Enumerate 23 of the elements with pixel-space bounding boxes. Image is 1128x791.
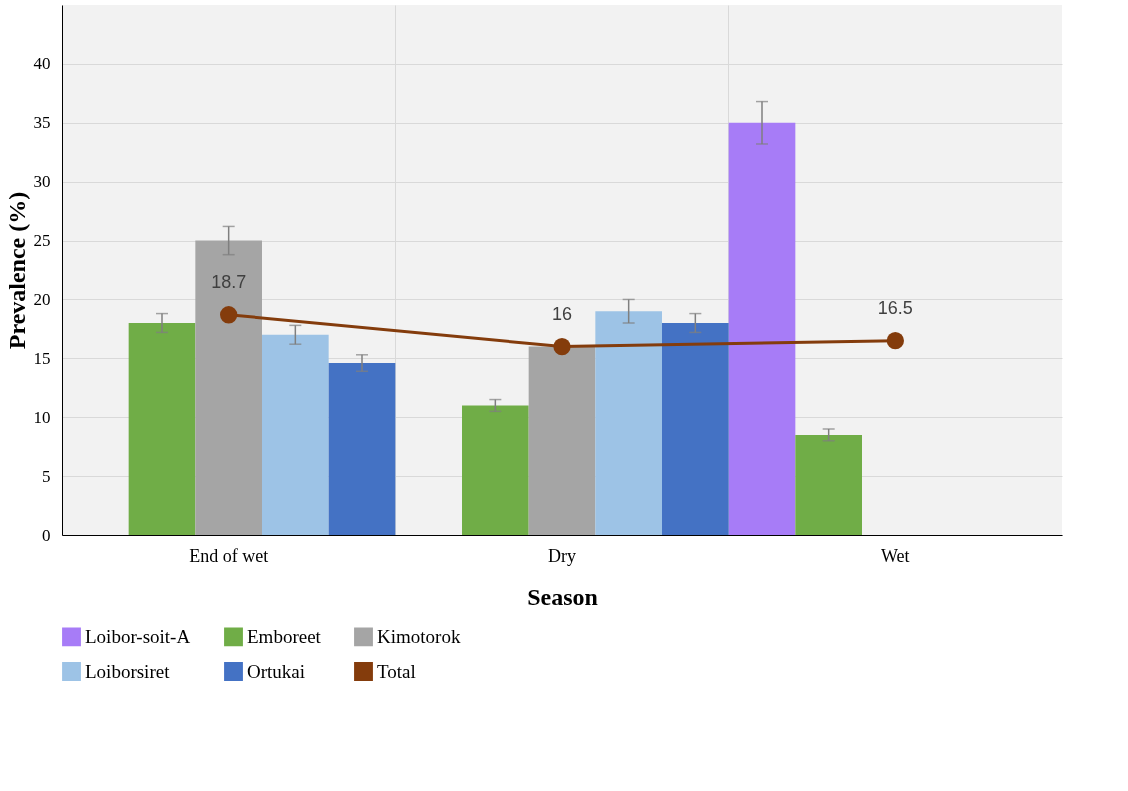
x-axis-title: Season [527, 583, 598, 610]
y-tick-label: 5 [42, 466, 51, 486]
x-tick-label: Wet [881, 545, 910, 566]
x-tick-label: End of wet [189, 545, 269, 566]
y-tick-label: 25 [33, 231, 51, 251]
legend-label: Total [377, 660, 416, 682]
y-axis-title: Prevalence (%) [3, 191, 30, 350]
y-tick-label: 30 [33, 172, 51, 192]
y-tick-label: 35 [33, 113, 51, 133]
legend-label: Loiborsiret [85, 660, 171, 682]
data-label: 16.5 [877, 297, 913, 318]
y-tick-label: 0 [42, 525, 51, 545]
legend-label: Loibor-soit-A [85, 625, 191, 647]
y-tick-label: 10 [33, 407, 51, 427]
data-label: 18.7 [211, 271, 247, 292]
y-tick-label: 20 [33, 289, 51, 309]
x-tick-label: Dry [548, 545, 576, 566]
legend-label: Emboreet [247, 625, 322, 647]
legend-label: Kimotorok [377, 625, 461, 647]
y-tick-label: 40 [33, 54, 51, 74]
legend-label: Ortukai [247, 660, 306, 682]
y-tick-label: 15 [33, 348, 51, 368]
data-label: 16 [551, 303, 573, 324]
